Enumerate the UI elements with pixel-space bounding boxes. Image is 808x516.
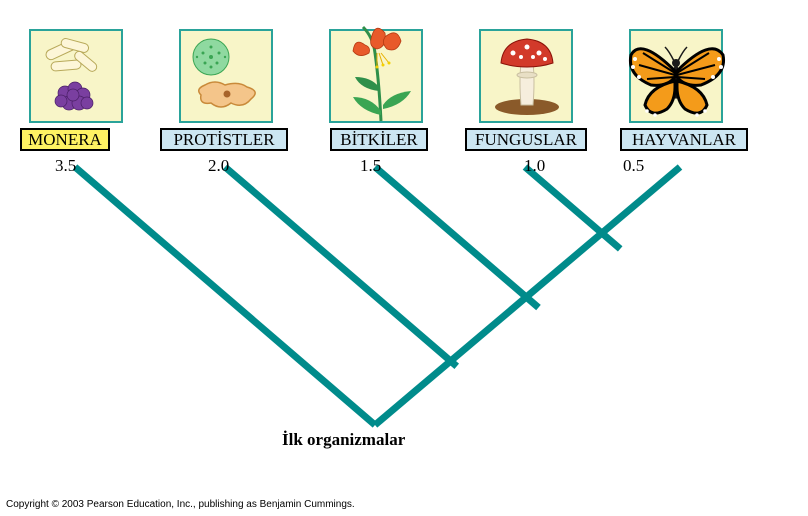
- fungi-label-text: FUNGUSLAR: [475, 130, 577, 149]
- protists-label: PROTİSTLER: [160, 128, 288, 151]
- protists-label-text: PROTİSTLER: [173, 130, 274, 149]
- monera-label-text: MONERA: [28, 130, 102, 149]
- monera-icon-box: [29, 29, 123, 123]
- fungi-label: FUNGUSLAR: [465, 128, 587, 151]
- mushroom-icon: [481, 31, 571, 121]
- monera-value: 3.5: [55, 156, 76, 176]
- plants-icon-box: [329, 29, 423, 123]
- protist-icon: [181, 31, 271, 121]
- diagram-stage: MONERA 3.5 PROTİSTLER 2.0: [0, 0, 808, 516]
- butterfly-icon: [631, 31, 721, 121]
- fungi-icon-box: [479, 29, 573, 123]
- plants-value: 1.5: [360, 156, 381, 176]
- fungi-value: 1.0: [524, 156, 545, 176]
- protists-value: 2.0: [208, 156, 229, 176]
- animals-value: 0.5: [623, 156, 644, 176]
- plants-label-text: BİTKİLER: [340, 130, 417, 149]
- bacteria-icon: [31, 31, 121, 121]
- plants-label: BİTKİLER: [330, 128, 428, 151]
- animals-label-text: HAYVANLAR: [632, 130, 736, 149]
- animals-label: HAYVANLAR: [620, 128, 748, 151]
- protists-icon-box: [179, 29, 273, 123]
- monera-label: MONERA: [20, 128, 110, 151]
- root-label: İlk organizmalar: [282, 430, 405, 450]
- animals-icon-box: [629, 29, 723, 123]
- flower-icon: [331, 31, 421, 121]
- copyright-text: Copyright © 2003 Pearson Education, Inc.…: [6, 499, 355, 510]
